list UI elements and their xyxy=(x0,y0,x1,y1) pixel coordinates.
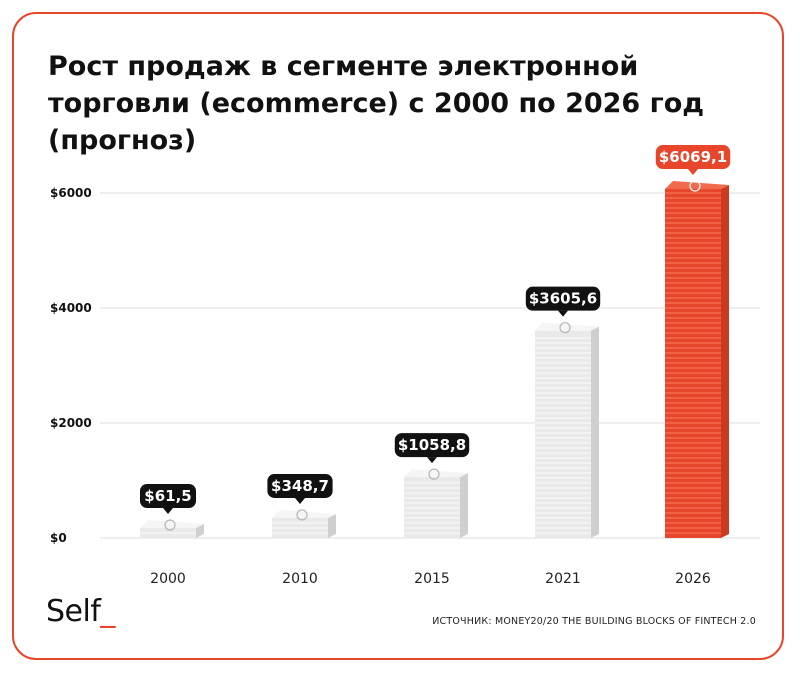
value-label-2026: $6069,1 xyxy=(655,145,731,176)
bar-face xyxy=(535,330,591,538)
bar-side xyxy=(721,185,729,539)
bar-side xyxy=(591,326,599,538)
bar-top xyxy=(665,181,729,190)
value-label-pointer xyxy=(558,310,568,317)
x-tick-label: 2026 xyxy=(675,571,711,587)
x-tick-label: 2015 xyxy=(414,571,450,587)
value-label-pointer xyxy=(295,497,305,504)
bar-side xyxy=(328,513,336,538)
bar-face xyxy=(665,189,721,539)
brand-logo: Self_ xyxy=(46,594,115,629)
bar-2015 xyxy=(404,468,468,538)
y-tick-label: $6000 xyxy=(50,186,92,200)
x-tick-label: 2000 xyxy=(150,571,186,587)
value-label-bg xyxy=(267,473,333,498)
value-label-2015: $1058,8 xyxy=(394,433,470,464)
bar-top xyxy=(404,469,468,478)
data-label: $3605,6 xyxy=(529,290,597,308)
money-stack-icon xyxy=(428,468,440,480)
value-label-bg xyxy=(140,484,196,508)
value-label-bg xyxy=(525,286,601,311)
bar-2010 xyxy=(272,509,336,538)
x-tick-label: 2021 xyxy=(545,571,581,587)
value-label-2010: $348,7 xyxy=(267,473,333,504)
y-tick-label: $0 xyxy=(50,531,67,545)
chart-card xyxy=(12,12,784,660)
bar-2026 xyxy=(665,180,729,539)
money-stack-icon xyxy=(296,509,308,521)
money-stack-icon xyxy=(559,322,571,334)
value-label-bg xyxy=(394,433,470,458)
data-label: $6069,1 xyxy=(659,148,727,166)
bar-2021 xyxy=(535,322,599,538)
money-stack-icon xyxy=(164,519,176,531)
value-label-pointer xyxy=(163,508,173,514)
y-tick-label: $2000 xyxy=(50,416,92,430)
value-label-2000: $61,5 xyxy=(140,484,196,514)
bar-top xyxy=(272,509,336,518)
bar-top xyxy=(535,322,599,331)
bar-top xyxy=(140,520,204,528)
data-label: $1058,8 xyxy=(398,436,466,454)
chart-title: Рост продаж в сегменте электронной торго… xyxy=(48,51,705,156)
bar-side xyxy=(460,473,468,538)
bar-2000 xyxy=(140,519,204,538)
money-stack-icon xyxy=(689,180,701,192)
data-label: $61,5 xyxy=(144,487,191,505)
y-tick-label: $4000 xyxy=(50,301,92,315)
value-label-bg xyxy=(655,145,731,170)
data-label: $348,7 xyxy=(271,477,329,495)
value-label-pointer xyxy=(688,169,698,176)
value-label-pointer xyxy=(427,457,437,464)
bar-side xyxy=(196,524,204,538)
value-label-2021: $3605,6 xyxy=(525,286,601,317)
x-tick-label: 2010 xyxy=(282,571,318,587)
source-note: ИСТОЧНИК: MONEY20/20 THE BUILDING BLOCKS… xyxy=(432,616,756,627)
